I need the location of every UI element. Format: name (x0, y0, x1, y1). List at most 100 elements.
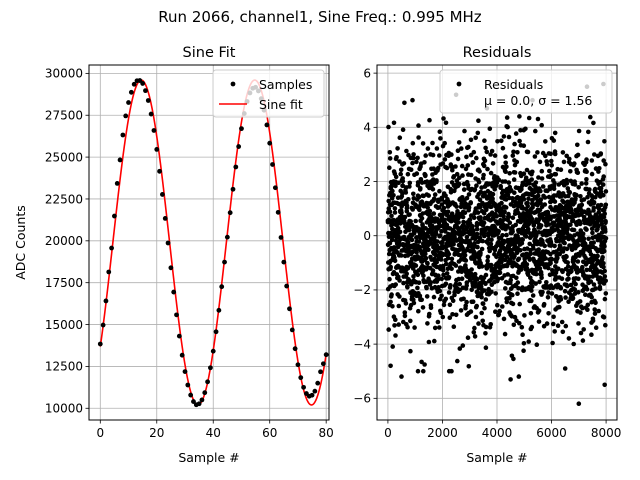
residual-point (402, 100, 407, 106)
sample-point (171, 289, 177, 295)
residual-point (529, 216, 535, 222)
residual-point (443, 229, 448, 234)
residual-point (426, 339, 432, 345)
sample-point (315, 380, 321, 386)
residual-point (585, 194, 590, 200)
residual-point (435, 165, 441, 171)
figure-suptitle: Run 2066, channel1, Sine Freq.: 0.995 MH… (158, 8, 482, 26)
residual-point (575, 170, 581, 175)
residual-point (536, 308, 542, 314)
residuals-xtick-label: 8000 (591, 426, 622, 440)
residual-point (460, 214, 466, 220)
sample-point (267, 140, 273, 146)
residual-point (558, 297, 564, 302)
residual-point (492, 247, 498, 253)
residual-point (481, 163, 487, 169)
residual-point (513, 131, 519, 136)
residual-point (537, 279, 542, 285)
residual-point (433, 231, 439, 237)
residual-point (419, 297, 425, 303)
residual-point (472, 271, 478, 277)
residual-point (534, 342, 540, 348)
residuals-xtick-label: 6000 (536, 426, 567, 440)
residual-point (538, 223, 544, 228)
residual-point (396, 274, 401, 280)
residual-point (411, 196, 417, 201)
residual-point (477, 235, 483, 240)
residual-point (599, 221, 604, 227)
residual-point (542, 243, 547, 249)
residual-point (480, 301, 486, 307)
residual-point (528, 311, 534, 316)
residual-point (483, 345, 489, 351)
residual-point (539, 122, 544, 128)
residual-point (431, 294, 437, 300)
residuals-ytick-label: 0 (363, 229, 371, 243)
residual-point (477, 169, 482, 174)
sample-point (165, 240, 171, 246)
residual-point (405, 284, 410, 290)
residual-outlier-point (388, 363, 393, 369)
residual-point (603, 291, 609, 296)
residual-point (402, 214, 408, 220)
residual-point (552, 130, 558, 136)
residual-point (472, 249, 477, 255)
residual-point (479, 264, 485, 269)
residual-point (440, 267, 446, 273)
sample-point (168, 265, 174, 271)
residual-point (438, 257, 444, 262)
residual-point (579, 202, 585, 208)
residual-point (397, 159, 402, 164)
residual-point (576, 321, 581, 326)
residual-point (603, 202, 609, 208)
residual-point (419, 359, 424, 365)
residual-point (524, 251, 530, 257)
residual-point (442, 140, 448, 146)
legend-residuals-stats: μ = 0.0, σ = 1.56 (484, 93, 592, 108)
residual-point (423, 251, 428, 257)
residual-point (422, 362, 427, 367)
residual-point (425, 205, 431, 210)
residual-point (504, 299, 510, 305)
residual-point (582, 241, 588, 246)
residual-point (499, 200, 504, 206)
residual-point (603, 229, 608, 234)
residual-point (543, 153, 548, 159)
sample-point (126, 100, 131, 105)
residual-point (540, 184, 546, 189)
residual-point (472, 187, 478, 192)
legend-samples-label: Samples (259, 77, 312, 92)
residual-point (546, 222, 552, 227)
residual-point (530, 197, 535, 203)
residual-point (454, 204, 459, 209)
residual-point (503, 169, 508, 174)
residual-point (511, 177, 517, 182)
residual-point (474, 220, 480, 226)
residual-point (514, 159, 520, 165)
residual-point (435, 277, 441, 282)
residual-point (558, 244, 563, 249)
residual-point (483, 324, 489, 330)
residual-point (457, 346, 463, 351)
sample-point (185, 382, 191, 388)
residual-point (590, 318, 596, 324)
residual-point (556, 266, 561, 272)
residual-point (482, 138, 487, 143)
residual-point (393, 174, 399, 180)
residual-point (522, 313, 527, 318)
residual-point (484, 149, 490, 155)
residual-point (600, 182, 606, 187)
sine-fit-xtick-label: 40 (206, 426, 221, 440)
residual-point (602, 274, 608, 279)
residual-point (449, 368, 454, 374)
residual-point (577, 299, 583, 304)
residual-point (498, 248, 503, 253)
residual-point (441, 205, 447, 211)
residual-point (446, 275, 452, 280)
sample-point (160, 192, 165, 197)
residual-point (580, 264, 585, 270)
residual-point (496, 229, 502, 234)
sample-point (205, 379, 210, 385)
residual-point (495, 139, 500, 144)
residual-point (547, 168, 552, 174)
